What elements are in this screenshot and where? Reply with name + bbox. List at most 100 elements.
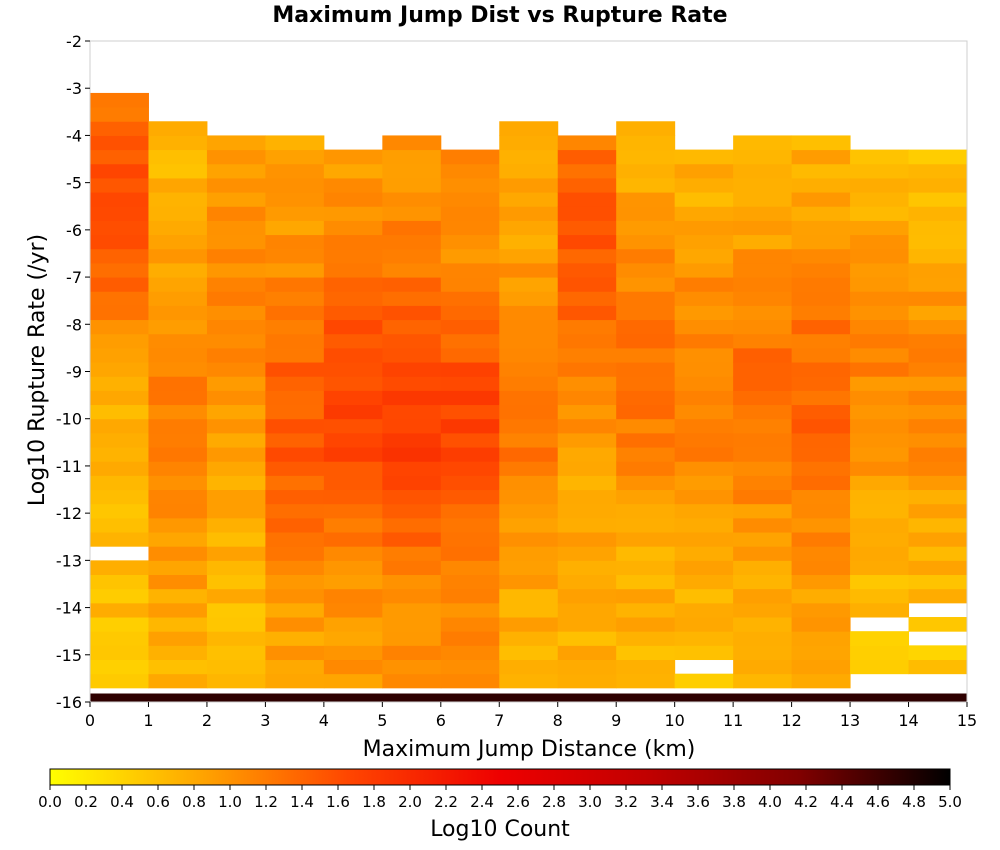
heatmap-cell — [148, 376, 208, 391]
heatmap-cell — [148, 532, 208, 547]
heatmap-cell — [206, 333, 266, 349]
heatmap-cell — [90, 602, 149, 618]
heatmap-cell — [440, 546, 500, 561]
heatmap-cell — [616, 135, 676, 151]
heatmap-cell — [323, 220, 383, 236]
heatmap-cell — [90, 206, 149, 221]
heatmap-cell — [499, 404, 559, 420]
heatmap-cell — [440, 333, 500, 349]
heatmap-cell — [382, 234, 442, 250]
heatmap-cell — [90, 574, 149, 590]
heatmap-cell — [791, 475, 851, 491]
heatmap-cell — [148, 404, 208, 420]
heatmap-cell — [148, 192, 208, 207]
heatmap-cell — [90, 248, 149, 264]
heatmap-cell — [382, 574, 442, 590]
heatmap-cell — [557, 206, 617, 221]
heatmap-cell — [850, 376, 910, 391]
heatmap-cell — [148, 475, 208, 491]
heatmap-cell — [733, 432, 793, 448]
heatmap-cell — [908, 418, 968, 434]
heatmap-cell — [557, 248, 617, 264]
x-tick-label: 8 — [553, 711, 563, 730]
heatmap-cell — [674, 631, 734, 646]
heatmap-cell — [733, 220, 793, 236]
heatmap-cell — [616, 121, 676, 136]
colorbar-tick-label: 1.4 — [290, 793, 314, 811]
heatmap-cell — [382, 149, 442, 165]
heatmap-cell — [382, 291, 442, 306]
heatmap-cell — [382, 447, 442, 462]
heatmap-cell — [791, 489, 851, 505]
heatmap-cell — [440, 404, 500, 420]
heatmap-cell — [148, 659, 208, 675]
heatmap-cell — [616, 262, 676, 278]
heatmap-cell — [674, 574, 734, 590]
heatmap-cell — [616, 177, 676, 193]
y-tick-label: -14 — [56, 599, 82, 618]
heatmap-cell — [90, 347, 149, 363]
heatmap-cell — [908, 362, 968, 377]
heatmap-cell — [90, 447, 149, 462]
heatmap-cell — [616, 461, 676, 476]
heatmap-cell-bottom-row — [90, 693, 967, 702]
heatmap-cell — [850, 234, 910, 250]
heatmap-cell — [382, 588, 442, 604]
heatmap-cell — [850, 503, 910, 519]
heatmap-cell — [323, 192, 383, 207]
heatmap-cell — [733, 376, 793, 391]
heatmap-cell — [616, 574, 676, 590]
heatmap-cell — [557, 404, 617, 420]
heatmap-cell — [733, 588, 793, 604]
heatmap-cell — [557, 546, 617, 561]
heatmap-cell — [265, 376, 325, 391]
heatmap-cell — [557, 447, 617, 462]
heatmap-cell — [148, 418, 208, 434]
heatmap-cell — [499, 376, 559, 391]
heatmap-cell — [674, 475, 734, 491]
heatmap-cell — [90, 107, 149, 122]
heatmap-cell — [674, 617, 734, 632]
heatmap-cell — [382, 333, 442, 349]
heatmap-cell — [733, 489, 793, 505]
heatmap-cell — [90, 560, 149, 576]
heatmap-cell — [499, 546, 559, 561]
heatmap-cell — [206, 560, 266, 576]
heatmap-cell — [90, 291, 149, 306]
heatmap-cell — [733, 135, 793, 151]
heatmap-cell — [265, 404, 325, 420]
colorbar-tick-label: 0.0 — [38, 793, 62, 811]
heatmap-cell — [499, 319, 559, 335]
heatmap-cell — [733, 532, 793, 547]
heatmap-cell — [557, 475, 617, 491]
heatmap-cell — [908, 560, 968, 576]
heatmap-cell — [908, 503, 968, 519]
heatmap-cell — [206, 177, 266, 193]
heatmap-cell — [616, 291, 676, 306]
heatmap-cell — [90, 234, 149, 250]
heatmap-cell — [382, 192, 442, 207]
heatmap-cell — [206, 432, 266, 448]
x-tick-label: 7 — [494, 711, 504, 730]
heatmap-cell — [440, 574, 500, 590]
heatmap-cell — [557, 659, 617, 675]
heatmap-cell — [206, 418, 266, 434]
heatmap-cell — [791, 347, 851, 363]
heatmap-cell — [265, 234, 325, 250]
heatmap-cell — [440, 277, 500, 292]
heatmap-cell — [440, 461, 500, 476]
heatmap-cell — [791, 333, 851, 349]
heatmap-cell — [265, 192, 325, 207]
heatmap-cell — [323, 461, 383, 476]
heatmap-cell — [440, 376, 500, 391]
heatmap-cell — [499, 347, 559, 363]
heatmap-cell — [265, 135, 325, 151]
colorbar-tick-label: 0.8 — [182, 793, 206, 811]
heatmap-cell — [850, 248, 910, 264]
heatmap-cell — [616, 234, 676, 250]
colorbar-tick-label: 2.8 — [542, 793, 566, 811]
heatmap-cell — [323, 206, 383, 221]
heatmap-cell — [382, 461, 442, 476]
x-axis-label: Maximum Jump Distance (km) — [363, 737, 696, 762]
heatmap-cell — [616, 319, 676, 335]
